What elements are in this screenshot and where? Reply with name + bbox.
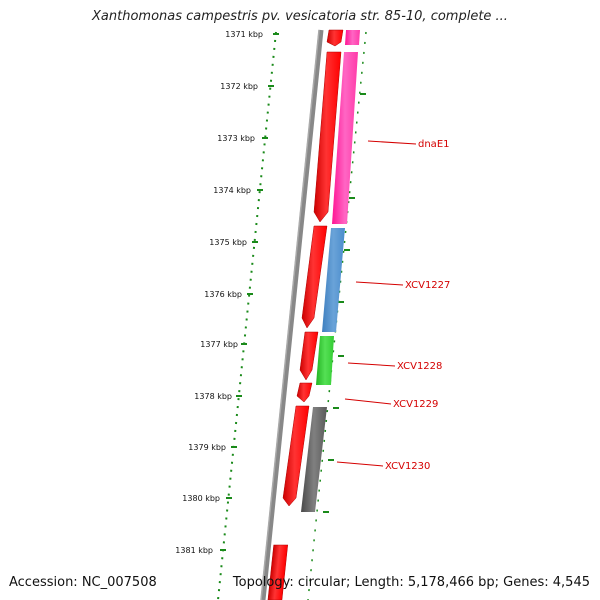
backbone	[260, 29, 324, 600]
cds-arrow[interactable]	[313, 51, 342, 223]
svg-text:XCV1227: XCV1227	[405, 280, 450, 291]
cds-arrow[interactable]	[301, 225, 328, 329]
ruler-label: 1381 kbp	[175, 546, 213, 555]
ruler-label: 1376 kbp	[204, 290, 242, 299]
ruler-tick-1374: 1374 kbp	[213, 186, 263, 195]
gene-label-XCV1230[interactable]: XCV1230	[336, 461, 430, 472]
cds-block[interactable]	[267, 544, 288, 600]
gene-label-dnaE1[interactable]: dnaE1	[367, 139, 450, 150]
gene-label-XCV1229[interactable]: XCV1229	[344, 398, 438, 410]
svg-text:dnaE1: dnaE1	[418, 139, 450, 150]
ruler-tick-1379: 1379 kbp	[188, 443, 237, 452]
gene-label-XCV1228[interactable]: XCV1228	[347, 361, 442, 372]
map-title: Xanthomonas campestris pv. vesicatoria s…	[92, 9, 508, 24]
ruler-tick-1373: 1373 kbp	[217, 134, 268, 143]
ruler-label: 1374 kbp	[213, 186, 251, 195]
genome-summary-text: Topology: circular; Length: 5,178,466 bp…	[232, 575, 590, 590]
ruler-tick-1376: 1376 kbp	[204, 290, 253, 299]
ruler-label: 1372 kbp	[220, 82, 258, 91]
ruler-label: 1377 kbp	[200, 340, 238, 349]
gene-track-ticks	[323, 93, 366, 513]
ruler-label: 1371 kbp	[225, 30, 263, 39]
gene-bar-XCV1230[interactable]	[301, 407, 327, 512]
ruler-line	[217, 31, 277, 600]
accession-text: Accession: NC_007508	[9, 575, 157, 590]
ruler-tick-1378: 1378 kbp	[194, 392, 242, 401]
gene-bar-XCV1228[interactable]	[316, 336, 334, 385]
ruler-tick-1380: 1380 kbp	[182, 494, 232, 503]
ruler-label: 1378 kbp	[194, 392, 232, 401]
ruler-tick-1375: 1375 kbp	[209, 238, 258, 247]
ruler-tick-1372: 1372 kbp	[220, 82, 274, 91]
ruler-label: 1380 kbp	[182, 494, 220, 503]
cds-arrow[interactable]	[296, 382, 313, 403]
svg-text:XCV1228: XCV1228	[397, 361, 442, 372]
ruler-tick-1377: 1377 kbp	[200, 340, 247, 349]
cds-arrow[interactable]	[299, 331, 319, 381]
cds-arrow[interactable]	[282, 405, 310, 507]
gene-bar-dnaE1[interactable]	[345, 30, 360, 45]
ruler-tick-1371: 1371 kbp	[225, 30, 279, 39]
cds-track	[267, 29, 344, 600]
cds-arrow[interactable]	[326, 29, 344, 47]
gene-bar-dnaE1[interactable]	[332, 52, 358, 224]
ruler-label: 1373 kbp	[217, 134, 255, 143]
gene-label-XCV1227[interactable]: XCV1227	[355, 280, 450, 291]
ruler-label: 1379 kbp	[188, 443, 226, 452]
svg-text:XCV1229: XCV1229	[393, 399, 438, 410]
gene-track	[301, 30, 360, 512]
ruler-label: 1375 kbp	[209, 238, 247, 247]
gene-bar-XCV1227[interactable]	[322, 228, 345, 332]
svg-text:XCV1230: XCV1230	[385, 461, 430, 472]
ruler-tick-1381: 1381 kbp	[175, 546, 226, 555]
